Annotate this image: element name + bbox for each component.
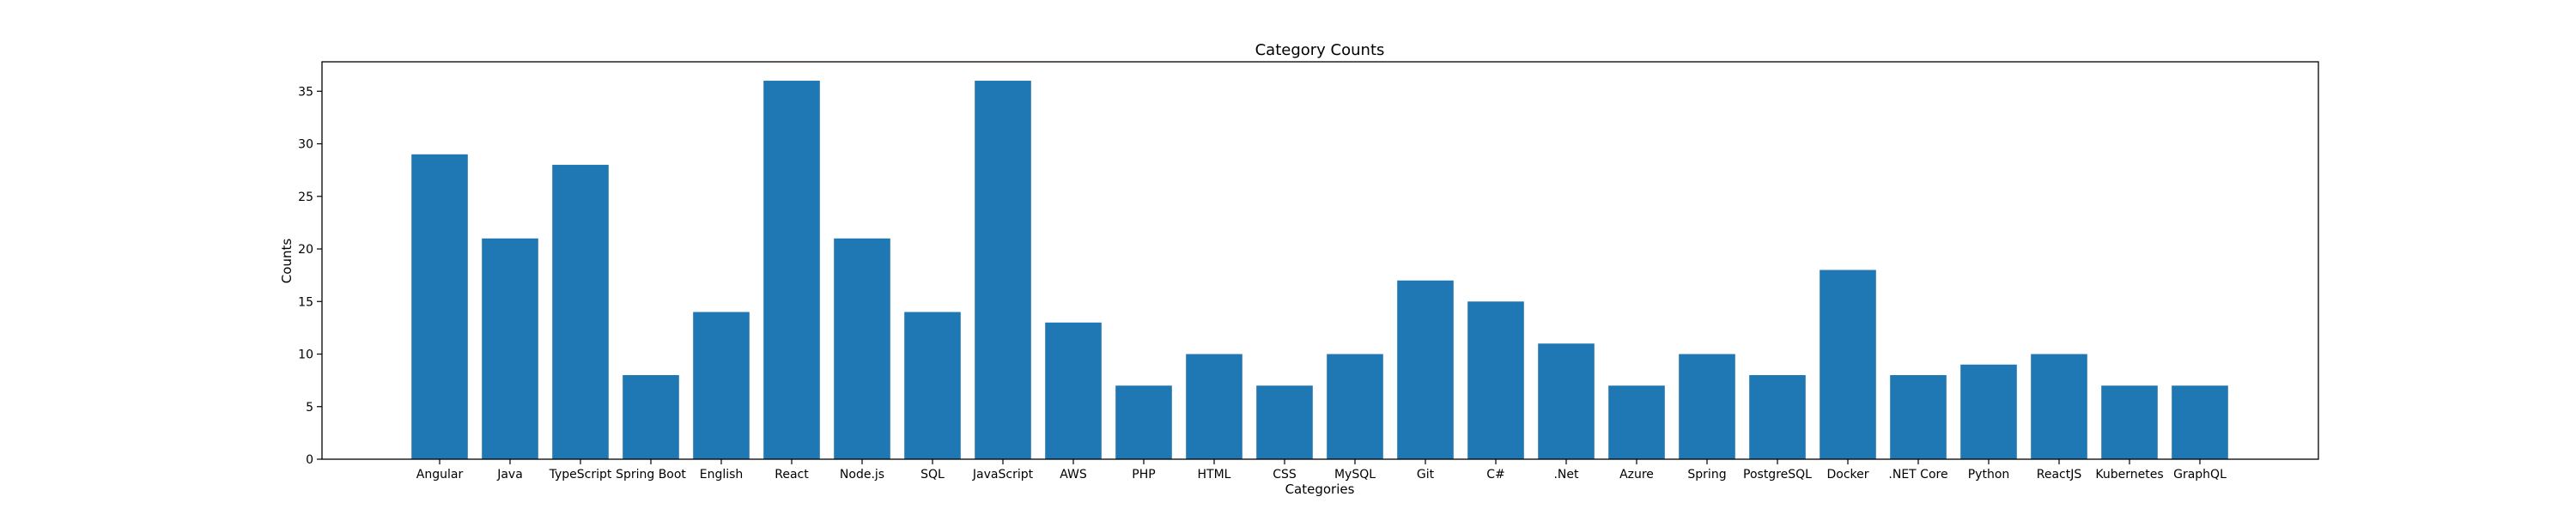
x-tick-label: PHP bbox=[1132, 468, 1155, 482]
bar-net bbox=[1538, 343, 1595, 459]
x-axis: Angular Java TypeScript Spring Boot English R… bbox=[416, 459, 2227, 482]
x-tick-label: .NET Core bbox=[1888, 468, 1947, 482]
bar-postgresql bbox=[1749, 375, 1806, 459]
bar-azure bbox=[1608, 385, 1665, 459]
x-tick-label: Azure bbox=[1619, 468, 1654, 482]
y-tick-label: 30 bbox=[298, 138, 313, 152]
x-tick-label: CSS bbox=[1273, 468, 1297, 482]
bar-mysql bbox=[1327, 354, 1383, 459]
x-tick-label: C# bbox=[1486, 468, 1505, 482]
y-axis: 0 5 10 15 20 25 30 35 bbox=[298, 85, 322, 467]
plot-frame bbox=[321, 61, 2319, 460]
y-tick-label: 5 bbox=[306, 401, 313, 415]
bar-english bbox=[693, 312, 750, 459]
bar-spring bbox=[1679, 354, 1735, 459]
y-tick-label: 35 bbox=[298, 85, 313, 99]
x-tick-label: Node.js bbox=[840, 468, 884, 482]
bar-sql bbox=[904, 312, 961, 459]
x-tick-label: SQL bbox=[920, 468, 945, 482]
x-tick-label: PostgreSQL bbox=[1743, 468, 1812, 482]
x-tick-label: Angular bbox=[416, 468, 464, 482]
x-tick-label: .Net bbox=[1553, 468, 1579, 482]
bar-reactjs bbox=[2031, 354, 2087, 459]
bar-kubernetes bbox=[2101, 385, 2158, 459]
x-tick-label: AWS bbox=[1060, 468, 1087, 482]
bar-angular bbox=[411, 154, 468, 460]
y-tick-label: 15 bbox=[298, 295, 313, 309]
bar-aws bbox=[1045, 322, 1102, 459]
x-tick-label: Spring bbox=[1687, 468, 1726, 482]
x-tick-label: ReactJS bbox=[2037, 468, 2082, 482]
bar-python bbox=[1960, 364, 2017, 459]
y-tick-label: 10 bbox=[298, 348, 313, 362]
x-tick-label: TypeScript bbox=[549, 468, 612, 482]
bar-javascript bbox=[975, 81, 1031, 460]
x-tick-label: Git bbox=[1417, 468, 1435, 482]
x-tick-label: Spring Boot bbox=[616, 468, 686, 482]
x-tick-label: JavaScript bbox=[972, 468, 1034, 482]
bar-git bbox=[1397, 280, 1454, 459]
bars-group bbox=[411, 81, 2228, 460]
y-tick-label: 25 bbox=[298, 191, 313, 204]
bar-graphql bbox=[2172, 385, 2228, 459]
bar-php bbox=[1115, 385, 1172, 459]
x-tick-label: React bbox=[775, 468, 809, 482]
x-tick-label: Python bbox=[1968, 468, 2010, 482]
bar-c bbox=[1467, 301, 1524, 459]
bar-docker bbox=[1820, 270, 1876, 459]
y-tick-label: 0 bbox=[306, 453, 313, 467]
y-axis-label: Counts bbox=[279, 239, 295, 284]
bar-net-core bbox=[1890, 375, 1947, 459]
x-tick-label: MySQL bbox=[1334, 468, 1376, 482]
bar-css bbox=[1256, 385, 1313, 459]
bar-spring-boot bbox=[623, 375, 679, 459]
x-tick-label: GraphQL bbox=[2173, 468, 2227, 482]
x-tick-label: Java bbox=[496, 468, 523, 482]
x-tick-label: Docker bbox=[1826, 468, 1868, 482]
x-tick-label: Kubernetes bbox=[2095, 468, 2163, 482]
x-axis-label: Categories bbox=[1285, 482, 1355, 497]
bar-typescript bbox=[552, 165, 609, 460]
x-tick-label: English bbox=[700, 468, 744, 482]
bar-react bbox=[763, 81, 820, 460]
bar-java bbox=[482, 238, 538, 459]
bar-html bbox=[1186, 354, 1242, 459]
chart-title: Category Counts bbox=[1255, 41, 1385, 59]
x-tick-label: HTML bbox=[1198, 468, 1231, 482]
y-tick-label: 20 bbox=[298, 243, 313, 257]
bar-node-js bbox=[834, 238, 890, 459]
